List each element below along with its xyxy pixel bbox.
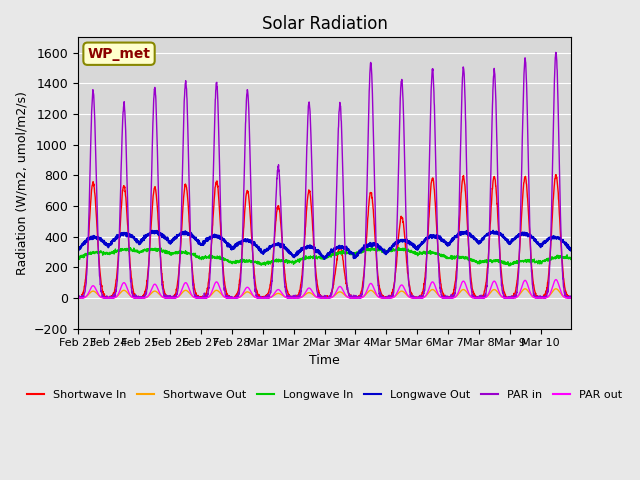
Text: WP_met: WP_met [88, 47, 150, 61]
Title: Solar Radiation: Solar Radiation [262, 15, 387, 33]
X-axis label: Time: Time [309, 354, 340, 367]
Legend: Shortwave In, Shortwave Out, Longwave In, Longwave Out, PAR in, PAR out: Shortwave In, Shortwave Out, Longwave In… [23, 386, 626, 405]
Y-axis label: Radiation (W/m2, umol/m2/s): Radiation (W/m2, umol/m2/s) [15, 91, 28, 275]
